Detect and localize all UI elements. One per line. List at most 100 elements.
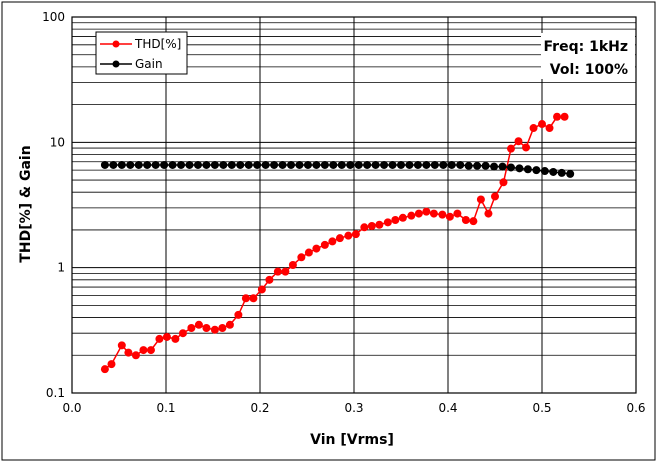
legend-marker-gain — [112, 60, 120, 68]
data-point — [270, 160, 279, 169]
data-point — [506, 144, 515, 153]
data-point — [473, 161, 482, 170]
data-point — [490, 162, 499, 171]
data-point — [540, 167, 549, 176]
data-point — [320, 160, 329, 169]
data-point — [549, 167, 558, 176]
data-point — [281, 267, 290, 276]
data-point — [498, 162, 507, 171]
data-point — [143, 160, 152, 169]
data-point — [481, 161, 490, 170]
data-point — [194, 320, 203, 329]
data-point — [523, 165, 532, 174]
data-point — [236, 160, 245, 169]
x-tick-label: 0.1 — [156, 401, 175, 415]
y-tick-label: 100 — [42, 10, 65, 24]
data-point — [447, 160, 456, 169]
annotation-box: Freq: 1kHz Vol: 100% — [541, 33, 635, 79]
data-point — [312, 160, 321, 169]
data-point — [407, 211, 416, 220]
data-point — [445, 212, 454, 221]
data-point — [218, 324, 227, 333]
data-point — [328, 237, 337, 246]
data-point — [177, 160, 186, 169]
x-tick-label: 0.5 — [532, 401, 551, 415]
data-point — [360, 223, 369, 232]
data-point — [405, 160, 414, 169]
data-point — [303, 160, 312, 169]
data-point — [109, 160, 118, 169]
data-point — [171, 334, 180, 343]
data-point — [288, 261, 297, 270]
data-point — [297, 253, 306, 262]
data-point — [383, 218, 392, 227]
data-point — [476, 195, 485, 204]
data-point — [371, 160, 380, 169]
data-point — [210, 325, 219, 334]
x-tick-label: 0.2 — [250, 401, 269, 415]
y-axis-label: THD[%] & Gain — [18, 145, 34, 262]
series-thd — [100, 112, 569, 374]
data-point — [124, 348, 133, 357]
data-point — [100, 365, 109, 374]
data-point — [514, 137, 523, 146]
data-point — [117, 160, 126, 169]
data-point — [160, 160, 169, 169]
data-point — [522, 143, 531, 152]
data-point — [210, 160, 219, 169]
legend-label-thd: THD[%] — [134, 37, 181, 51]
annotation-vol: Vol: 100% — [550, 62, 628, 78]
data-point — [178, 329, 187, 338]
data-point — [329, 160, 338, 169]
data-point — [335, 234, 344, 243]
data-point — [529, 124, 538, 133]
data-point — [499, 178, 508, 187]
data-point — [344, 231, 353, 240]
data-point — [227, 160, 236, 169]
data-point — [380, 160, 389, 169]
data-point — [117, 341, 126, 350]
data-point — [312, 244, 321, 253]
data-point — [295, 160, 304, 169]
data-point — [354, 160, 363, 169]
data-point — [484, 209, 493, 218]
data-point — [414, 209, 423, 218]
plot-border — [71, 16, 637, 394]
data-point — [265, 275, 274, 284]
data-point — [439, 160, 448, 169]
data-point — [566, 169, 575, 178]
data-point — [363, 160, 372, 169]
data-point — [375, 220, 384, 229]
legend-label-gain: Gain — [135, 57, 163, 71]
data-point — [422, 207, 431, 216]
data-point — [287, 160, 296, 169]
data-point — [131, 351, 140, 360]
data-point — [100, 160, 109, 169]
data-point — [139, 346, 148, 355]
data-point — [234, 310, 243, 319]
data-point — [351, 230, 360, 239]
data-point — [453, 209, 462, 218]
data-point — [187, 324, 196, 333]
data-point — [278, 160, 287, 169]
legend: THD[%] Gain — [95, 31, 188, 75]
data-point — [553, 112, 562, 121]
grid — [71, 17, 637, 394]
data-point — [261, 160, 270, 169]
data-point — [545, 124, 554, 133]
data-point — [202, 324, 211, 333]
data-point — [151, 160, 160, 169]
data-point — [560, 112, 569, 121]
data-point — [422, 160, 431, 169]
data-point — [429, 209, 438, 218]
data-point — [185, 160, 194, 169]
data-point — [146, 346, 155, 355]
data-point — [506, 163, 515, 172]
legend-marker-thd — [112, 40, 120, 48]
data-point — [557, 168, 566, 177]
data-point — [438, 210, 447, 219]
data-point — [273, 267, 282, 276]
data-point — [532, 166, 541, 175]
x-axis-label: Vin [Vrms] — [310, 432, 394, 448]
